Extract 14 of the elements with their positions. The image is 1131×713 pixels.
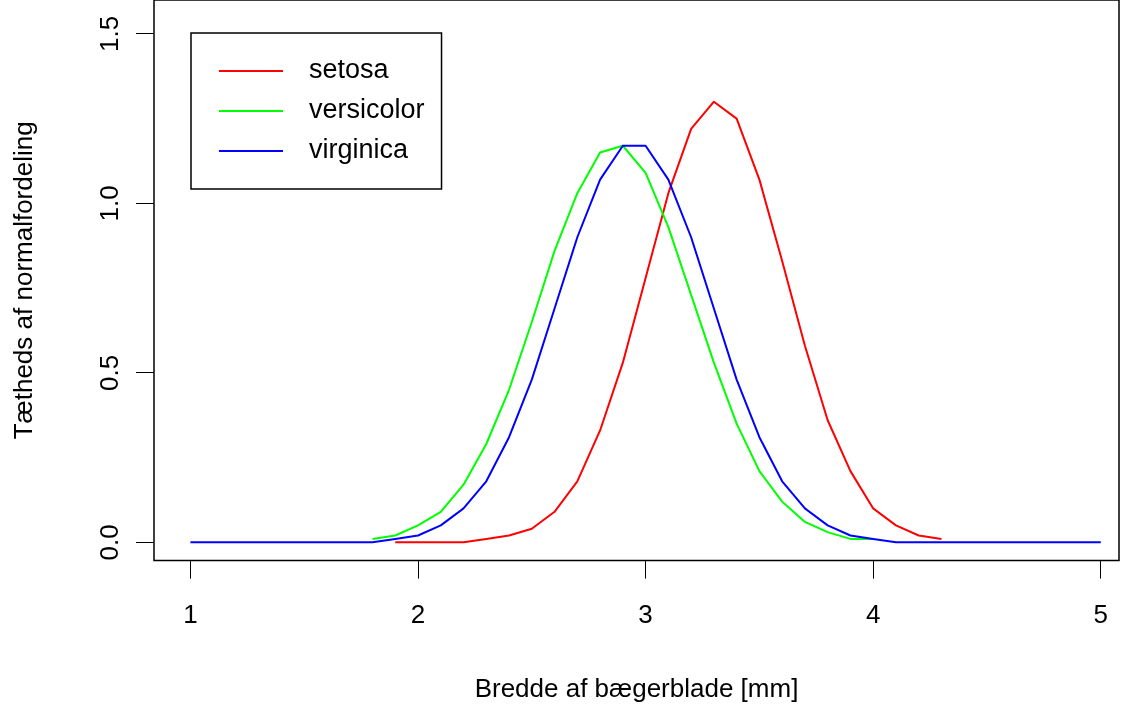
x-tick-label: 4: [865, 599, 881, 630]
legend-label: versicolor: [309, 94, 425, 125]
y-tick-label: 1.5: [94, 15, 125, 52]
x-tick-label: 3: [638, 599, 653, 630]
legend-label: virginica: [309, 134, 410, 165]
x-tick-label: 5: [1093, 599, 1109, 630]
y-axis-title: Tætheds af normalfordeling: [8, 121, 39, 440]
x-tick-label: 2: [410, 599, 426, 630]
y-tick-label: 0.5: [94, 354, 125, 391]
x-tick-label: 1: [183, 599, 198, 630]
x-axis-title: Bredde af bægerblade [mm]: [474, 672, 799, 703]
legend-label: setosa: [309, 54, 390, 85]
y-tick-label: 1.0: [94, 185, 125, 222]
y-tick-label: 0.0: [94, 524, 125, 561]
